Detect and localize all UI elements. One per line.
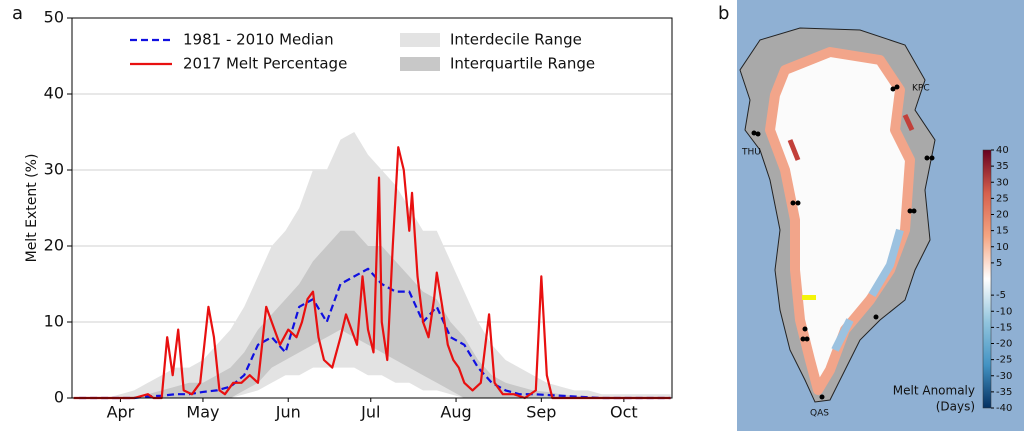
legend-label: Interdecile Range [450,31,582,49]
colorbar-tick-label: 35 [996,161,1009,172]
colorbar-tick-label: 40 [996,145,1009,156]
x-tick-label: Apr [107,403,135,422]
y-tick-label: 40 [44,84,64,103]
x-tick-label: Jun [275,403,301,422]
x-tick-label: Sep [526,403,556,422]
colorbar [982,149,992,409]
colorbar-tick-label: -35 [996,387,1012,398]
x-tick-label: May [186,403,219,422]
legend-swatch [400,33,440,47]
y-axis-label: Melt Extent (%) [24,154,40,263]
legend-swatch [400,57,440,71]
plot-frame [71,17,673,399]
map-panel: KPC THU QAS b Melt Anomaly (Days) [718,0,1024,431]
x-tick-label: Aug [440,403,471,422]
series-line [73,146,671,400]
station-label: QAS [810,409,829,419]
colorbar-tick-label: 25 [996,193,1009,204]
colorbar-label: Melt Anomaly [893,384,975,398]
stations [751,84,935,400]
legend-label: Interquartile Range [450,55,595,73]
x-tick-label: Oct [610,403,638,422]
colorbar-tick-label: 5 [996,258,1002,269]
y-tick-label: 30 [44,160,64,179]
colorbar-tick-label: -20 [996,339,1012,350]
station-label: KPC [912,84,930,94]
colorbar-tick-label: -15 [996,322,1012,333]
y-tick-label: 50 [44,8,64,27]
positive-anomaly [787,113,915,161]
colorbar-tick-label: -5 [996,290,1006,301]
colorbar-label: (Days) [936,400,975,414]
y-tick-label: 0 [54,388,64,407]
negative-anomaly [831,228,904,352]
colorbar-tick-label: 30 [996,177,1009,188]
colorbar-tick-label: 20 [996,210,1009,221]
panel-label: b [718,3,729,24]
x-tick-label: Jul [360,403,380,422]
colorbar-tick-label: -30 [996,371,1012,382]
legend-label: 1981 - 2010 Median [183,31,334,49]
colorbar-tick-label: 10 [996,242,1009,253]
colorbar-tick-label: -25 [996,355,1012,366]
legend-label: 2017 Melt Percentage [183,55,347,73]
panel-label: a [12,3,23,24]
station-label: THU [741,148,761,158]
y-tick-label: 20 [44,236,64,255]
colorbar-tick-label: -10 [996,306,1012,317]
colorbar-tick-label: -40 [996,403,1012,414]
colorbar-tick-label: 15 [996,226,1009,237]
marker [802,295,816,300]
y-tick-label: 10 [44,312,64,331]
